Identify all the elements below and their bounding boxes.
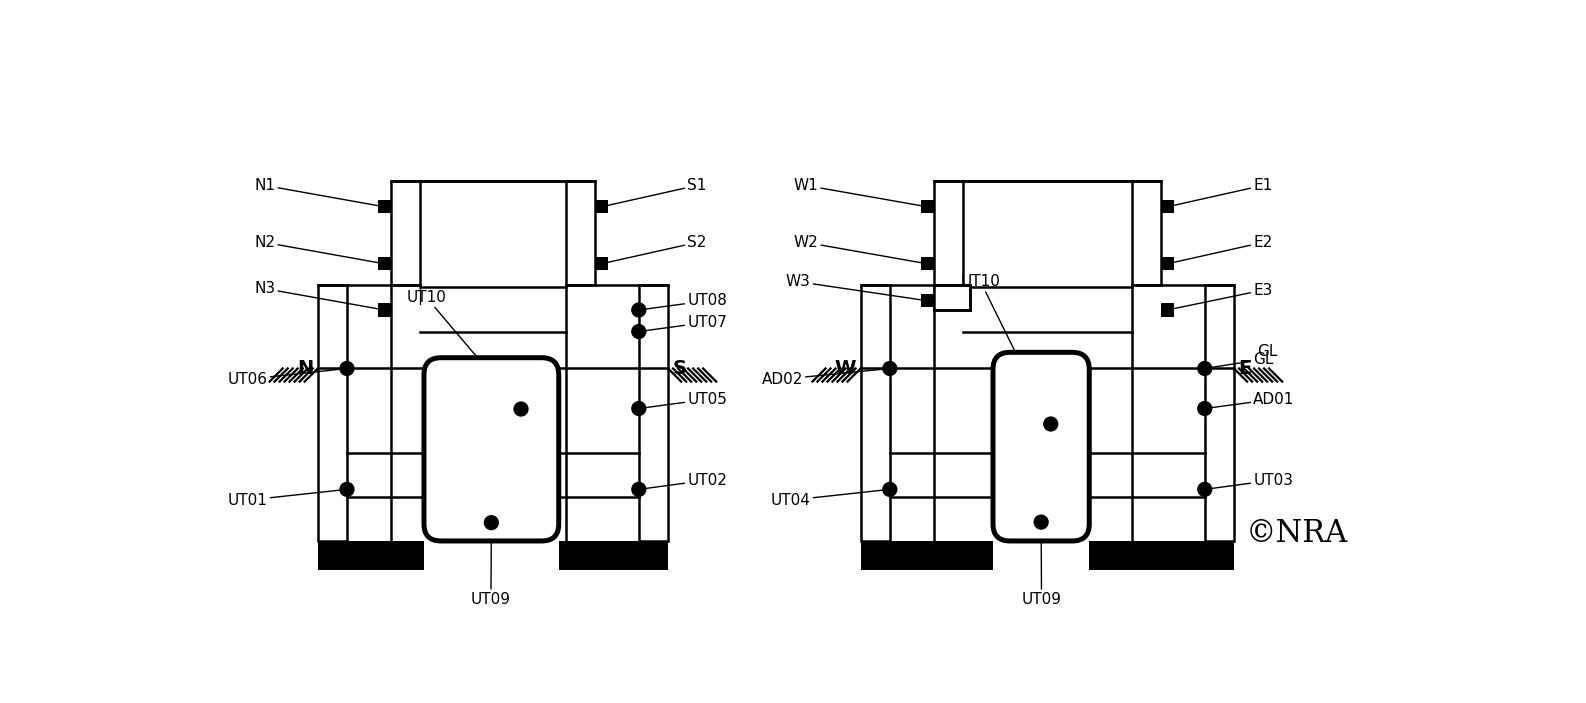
Circle shape [631, 482, 646, 496]
Text: UT04: UT04 [771, 490, 885, 508]
Text: E1: E1 [1170, 178, 1272, 206]
Text: UT10: UT10 [961, 274, 1050, 422]
Bar [1161, 304, 1174, 316]
Circle shape [339, 482, 354, 496]
Bar [639, 285, 668, 541]
Text: UT10: UT10 [406, 290, 519, 407]
Bar [377, 257, 390, 271]
Circle shape [631, 401, 646, 415]
Text: UT09: UT09 [471, 525, 511, 607]
Bar [920, 200, 934, 213]
Circle shape [883, 361, 896, 375]
Bar [1131, 181, 1161, 285]
Text: W: W [834, 359, 856, 378]
Circle shape [631, 303, 646, 317]
Bar [595, 200, 607, 213]
Bar [934, 181, 963, 285]
Text: E2: E2 [1170, 235, 1272, 263]
Text: S2: S2 [604, 235, 707, 263]
Text: AD02: AD02 [761, 369, 885, 387]
Bar [566, 181, 595, 285]
Text: N3: N3 [254, 281, 382, 309]
Text: E: E [1239, 359, 1251, 378]
Text: UT02: UT02 [642, 472, 728, 489]
Text: E3: E3 [1170, 283, 1272, 309]
Bar [1161, 257, 1174, 271]
Text: S: S [672, 359, 687, 378]
Circle shape [883, 482, 896, 496]
Text: ©NRA: ©NRA [1245, 517, 1348, 548]
Circle shape [1197, 401, 1212, 415]
Bar [423, 358, 558, 570]
Circle shape [484, 516, 498, 529]
Bar [861, 285, 890, 541]
Bar [317, 285, 347, 541]
Bar [993, 352, 1090, 570]
Bar [934, 285, 971, 310]
Text: W1: W1 [793, 178, 925, 206]
Bar [377, 200, 390, 213]
Bar [390, 181, 420, 285]
Circle shape [1197, 361, 1212, 375]
Text: GL: GL [1258, 344, 1277, 359]
Text: UT09: UT09 [1021, 525, 1061, 607]
Circle shape [631, 325, 646, 338]
Text: AD01: AD01 [1209, 392, 1294, 408]
Text: UT01: UT01 [228, 490, 343, 508]
Circle shape [514, 402, 528, 416]
Bar [920, 294, 934, 307]
Bar [1205, 285, 1234, 541]
Bar [595, 257, 607, 271]
Text: W2: W2 [793, 235, 925, 264]
Text: N: N [297, 359, 312, 378]
Text: UT07: UT07 [642, 315, 728, 331]
Text: GL: GL [1209, 352, 1274, 368]
Text: W3: W3 [785, 274, 925, 300]
Circle shape [339, 361, 354, 375]
Circle shape [1197, 482, 1212, 496]
Text: UT08: UT08 [642, 293, 728, 309]
FancyBboxPatch shape [423, 358, 558, 541]
Bar [861, 541, 1234, 570]
Text: N2: N2 [254, 235, 382, 264]
Text: UT03: UT03 [1209, 472, 1293, 489]
Text: N1: N1 [254, 178, 382, 206]
Bar [317, 541, 668, 570]
Text: UT06: UT06 [228, 369, 343, 387]
FancyBboxPatch shape [993, 352, 1090, 541]
Circle shape [1034, 515, 1048, 529]
Text: UT05: UT05 [642, 392, 728, 408]
Bar [377, 304, 390, 316]
Bar [920, 257, 934, 271]
Circle shape [1044, 417, 1058, 431]
Bar [1161, 200, 1174, 213]
Text: S1: S1 [604, 178, 707, 206]
